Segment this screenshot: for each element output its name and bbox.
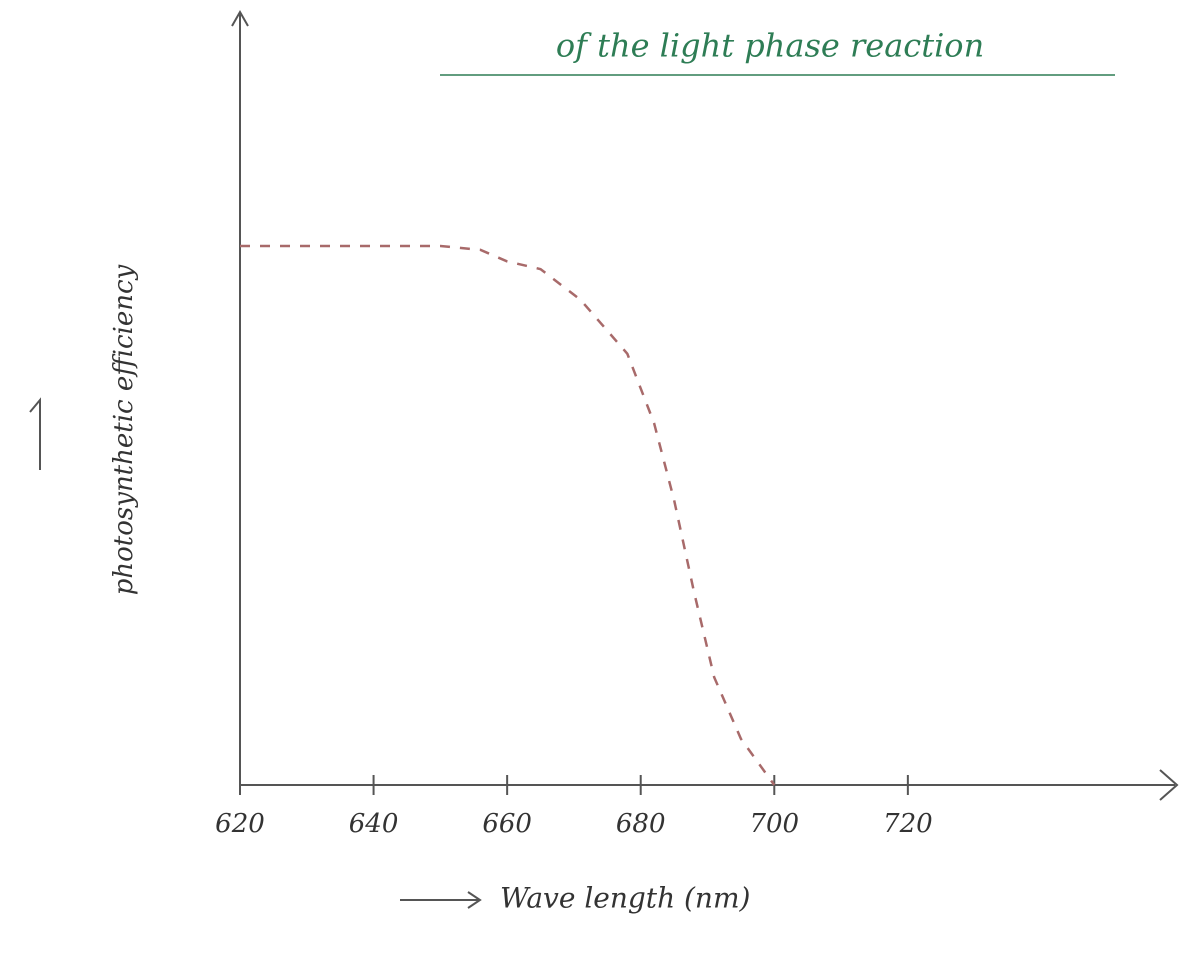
x-tick-label: 640 [349, 809, 399, 839]
x-label-arrow-head [467, 891, 482, 909]
x-tick-label: 700 [749, 809, 799, 839]
y-label-arrow [29, 397, 41, 470]
chart-title: of the light phase reaction [556, 27, 984, 65]
x-tick-label: 620 [215, 809, 265, 839]
x-tick-label: 660 [482, 809, 532, 839]
curve [240, 244, 776, 786]
x-tick-label: 720 [883, 809, 933, 839]
y-axis-label: photosynthetic efficiency [109, 264, 139, 595]
x-axis-label: Wave length (nm) [500, 882, 750, 915]
x-tick-label: 680 [616, 809, 666, 839]
x-axis-arrow [1159, 769, 1179, 801]
y-axis-arrow [231, 9, 249, 27]
